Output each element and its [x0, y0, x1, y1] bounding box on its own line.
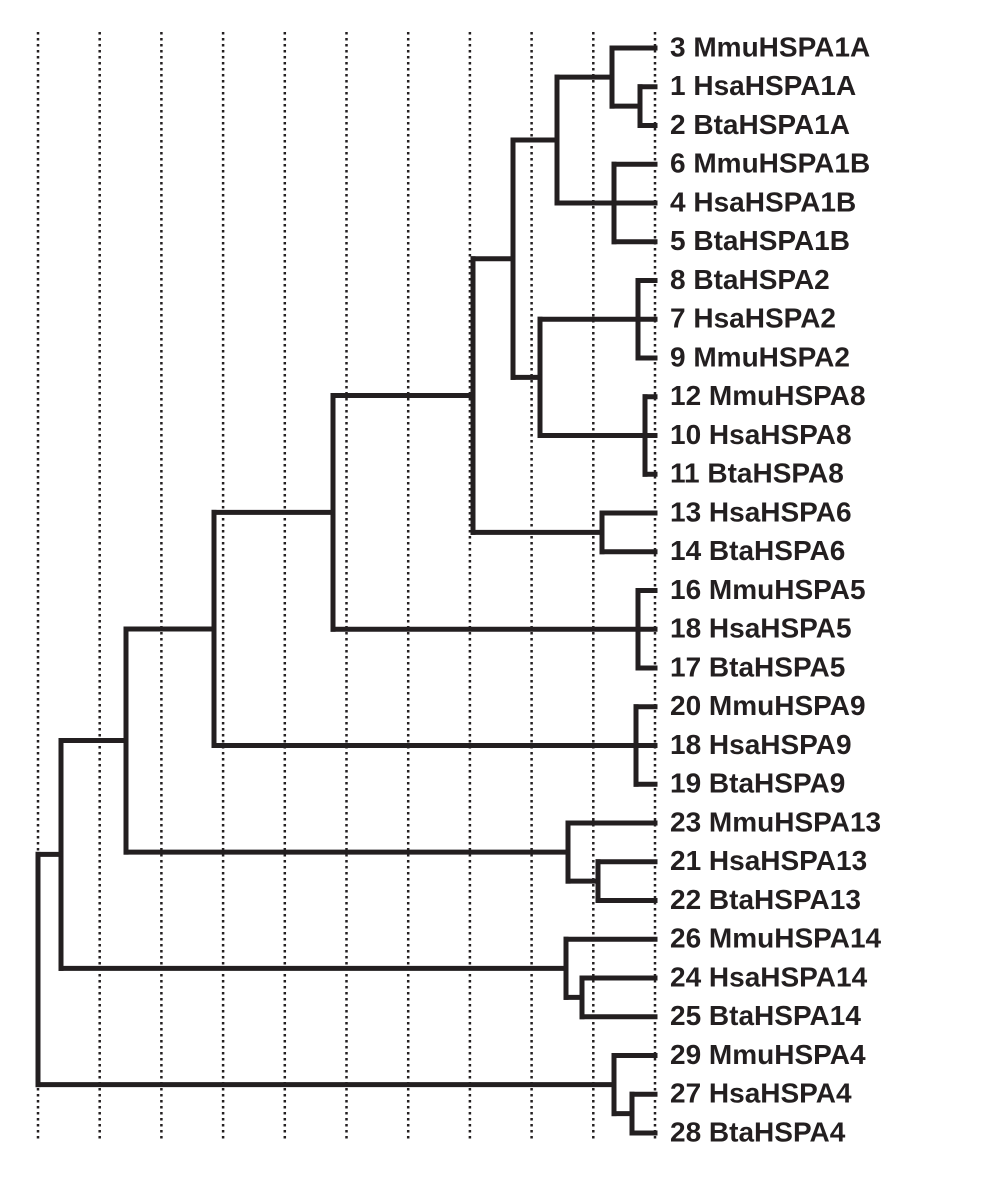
leaf-label: 27 HsaHSPA4: [670, 1078, 852, 1109]
leaf-label: 6 MmuHSPA1B: [670, 148, 870, 179]
leaf-label: 9 MmuHSPA2: [670, 341, 850, 372]
leaf-label: 10 HsaHSPA8: [670, 419, 852, 450]
leaf-label: 12 MmuHSPA8: [670, 380, 866, 411]
leaf-label: 7 HsaHSPA2: [670, 303, 836, 334]
grid: [36, 32, 657, 1142]
leaf-label: 5 BtaHSPA1B: [670, 225, 850, 256]
leaf-label: 18 HsaHSPA9: [670, 729, 852, 760]
leaf-label: 8 BtaHSPA2: [670, 264, 830, 295]
leaf-label: 14 BtaHSPA6: [670, 535, 845, 566]
tree: [35, 45, 658, 1136]
leaf-label: 3 MmuHSPA1A: [670, 31, 870, 62]
leaf-label: 2 BtaHSPA1A: [670, 109, 850, 140]
leaf-label: 11 BtaHSPA8: [670, 458, 844, 489]
leaf-label: 24 HsaHSPA14: [670, 961, 868, 992]
leaf-label: 17 BtaHSPA5: [670, 651, 845, 682]
leaf-label: 4 HsaHSPA1B: [670, 186, 856, 217]
leaf-label: 23 MmuHSPA13: [670, 806, 881, 837]
leaf-label: 16 MmuHSPA5: [670, 574, 866, 605]
leaf-label: 28 BtaHSPA4: [670, 1116, 846, 1147]
leaf-labels: 3 MmuHSPA1A 1 HsaHSPA1A 2 BtaHSPA1A 6 MmuHS…: [670, 31, 882, 1147]
leaf-label: 26 MmuHSPA14: [670, 923, 882, 954]
leaf-label: 25 BtaHSPA14: [670, 1000, 861, 1031]
leaf-label: 22 BtaHSPA13: [670, 884, 861, 915]
leaf-label: 20 MmuHSPA9: [670, 690, 866, 721]
leaf-label: 1 HsaHSPA1A: [670, 70, 856, 101]
leaf-label: 18 HsaHSPA5: [670, 613, 852, 644]
leaf-label: 29 MmuHSPA4: [670, 1039, 866, 1070]
leaf-label: 19 BtaHSPA9: [670, 768, 845, 799]
leaf-label: 21 HsaHSPA13: [670, 845, 867, 876]
leaf-label: 13 HsaHSPA6: [670, 496, 852, 527]
